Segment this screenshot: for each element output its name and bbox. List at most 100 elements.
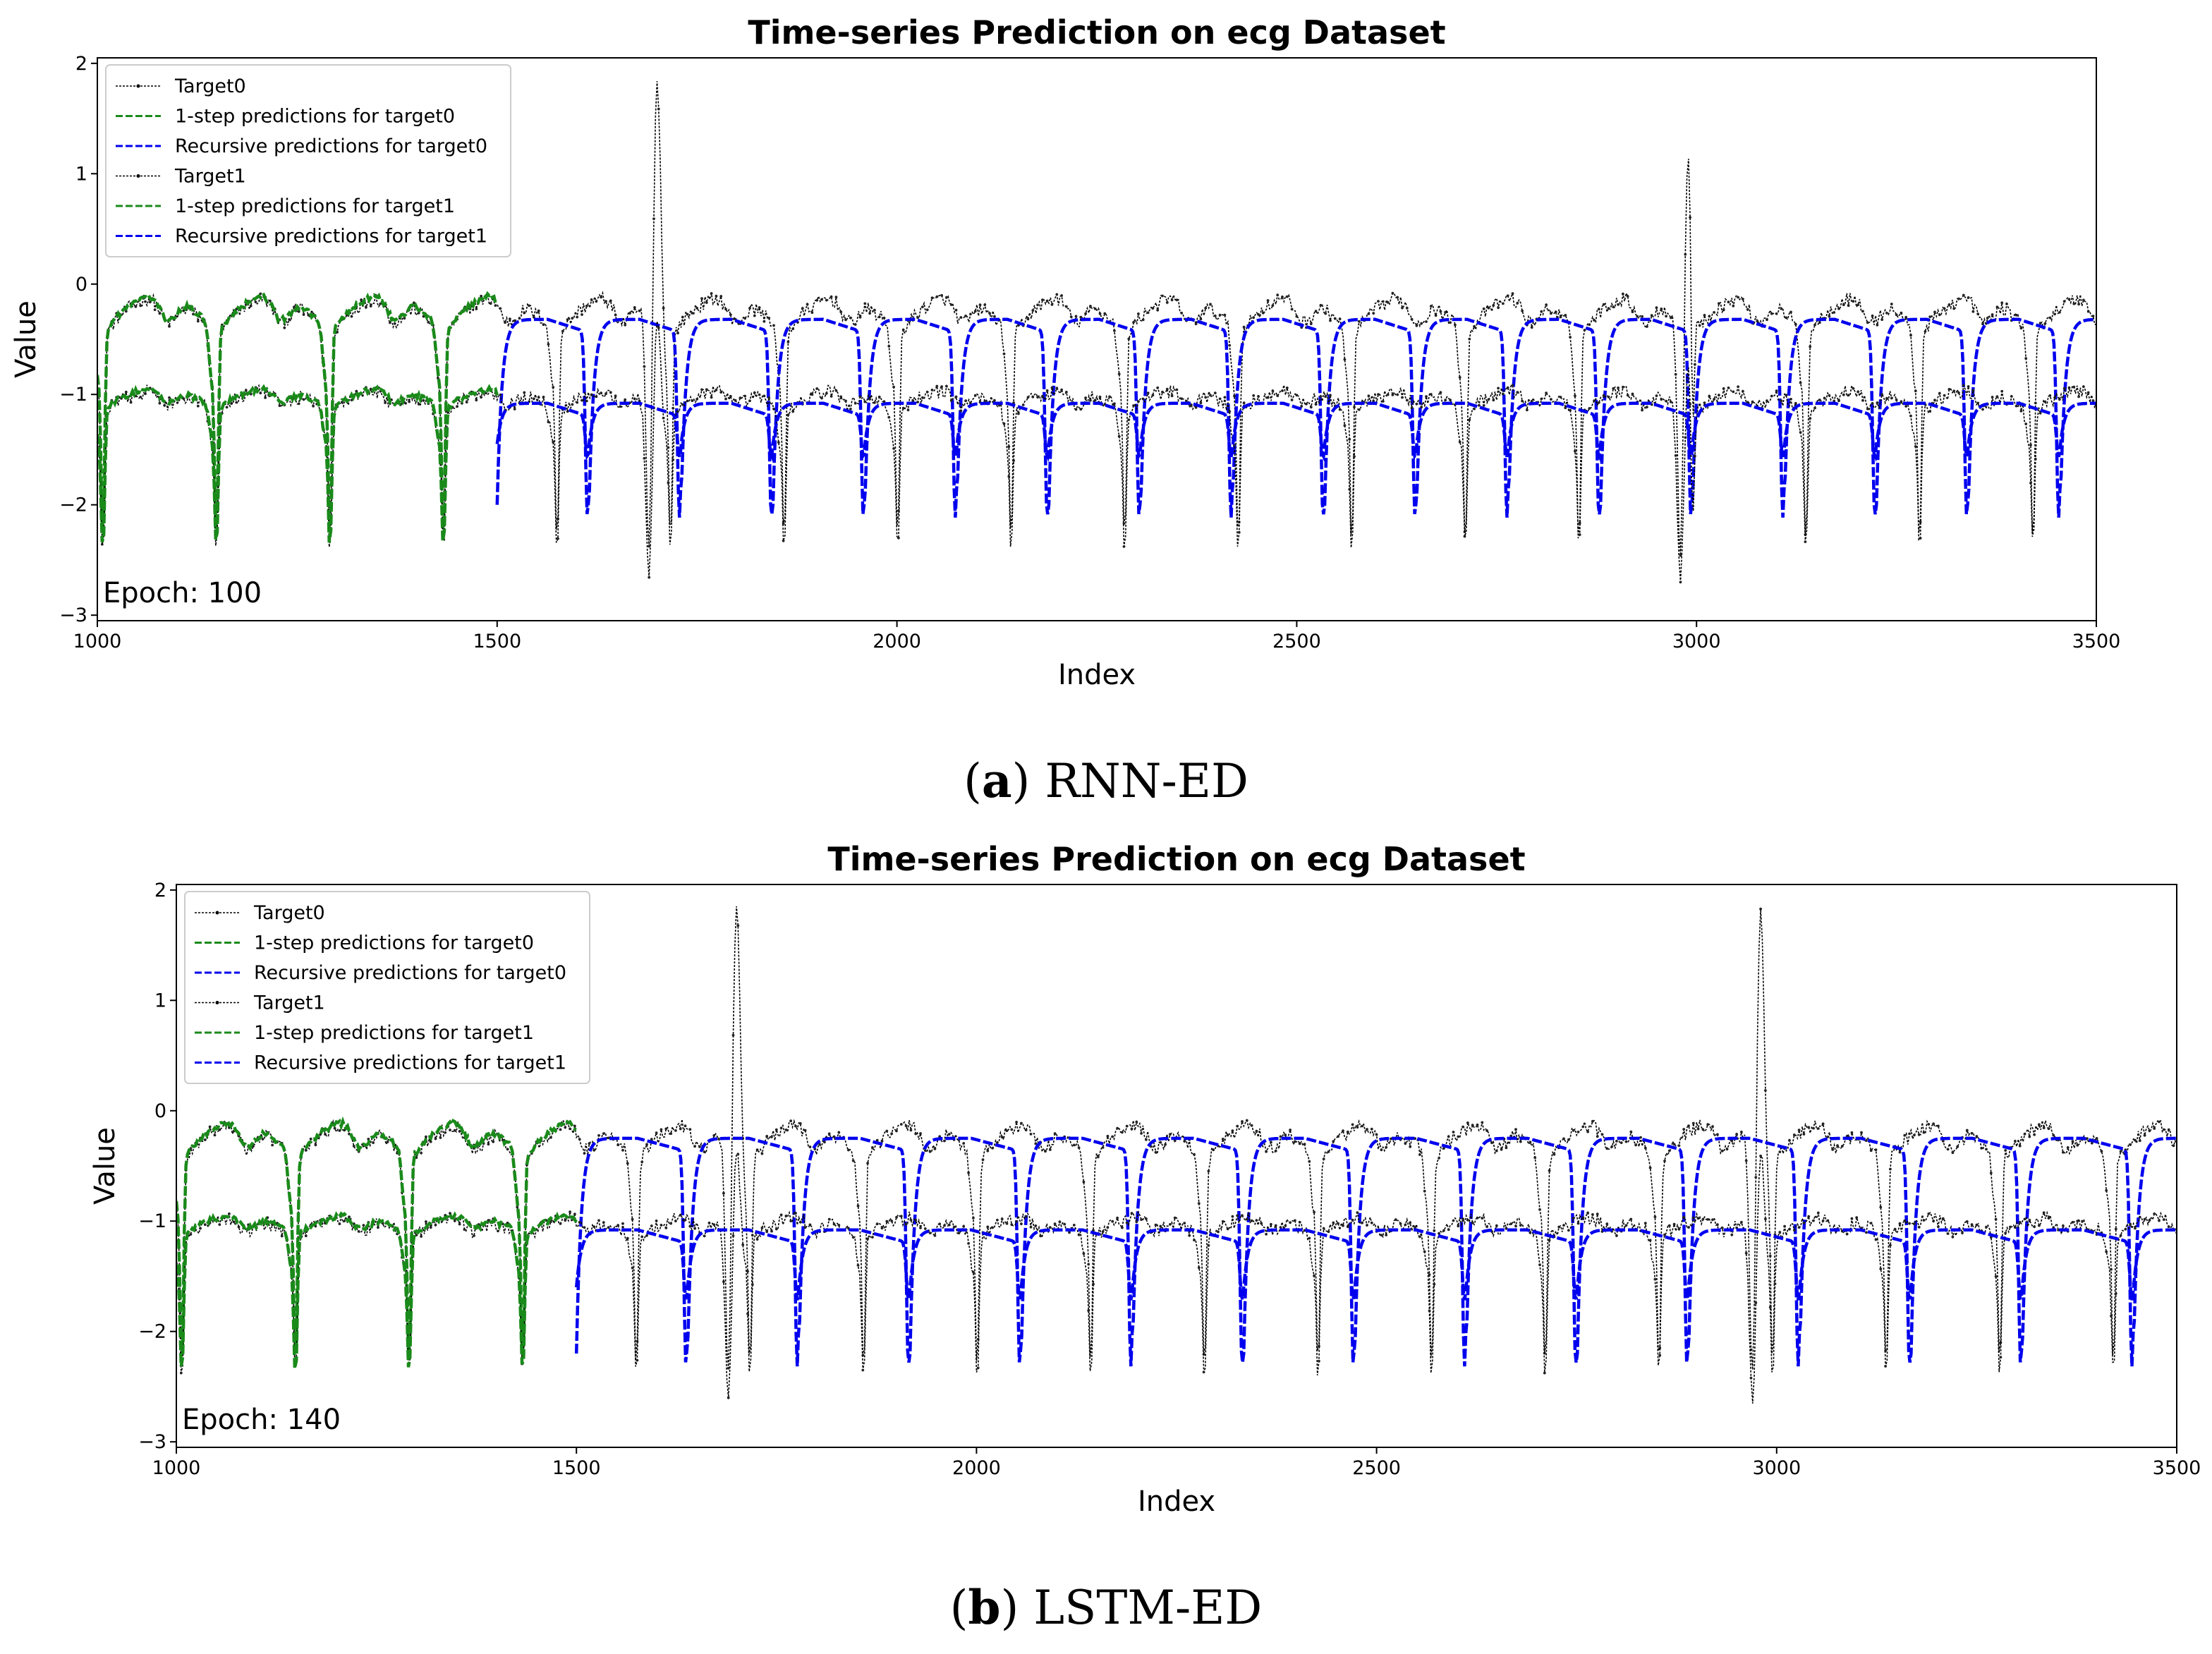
data-point xyxy=(179,1371,183,1375)
epoch-annotation: Epoch: 140 xyxy=(182,1404,341,1436)
data-point xyxy=(134,305,138,308)
data-point xyxy=(1631,392,1634,396)
data-point xyxy=(810,393,814,396)
data-point xyxy=(2082,298,2085,302)
data-point xyxy=(475,308,478,310)
data-point xyxy=(1401,396,1404,399)
data-point xyxy=(1252,316,1256,319)
legend-label: Target1 xyxy=(253,992,325,1014)
data-point xyxy=(1677,1144,1681,1148)
data-point xyxy=(2148,1129,2151,1133)
data-point xyxy=(1396,296,1399,299)
data-point xyxy=(1438,1157,1440,1160)
data-point xyxy=(1917,1133,1921,1136)
data-point xyxy=(2158,1120,2161,1124)
data-point xyxy=(449,1212,451,1215)
data-point xyxy=(1492,399,1495,402)
data-point xyxy=(1641,315,1644,318)
data-point xyxy=(1890,303,1893,305)
data-point xyxy=(801,307,804,310)
data-point xyxy=(899,1215,903,1218)
data-point xyxy=(1170,394,1174,398)
axes-frame xyxy=(176,884,2177,1448)
data-point xyxy=(1005,1129,1009,1132)
data-point xyxy=(1720,1226,1724,1229)
data-point xyxy=(427,321,430,324)
data-point xyxy=(576,401,579,404)
data-point xyxy=(1332,1221,1335,1224)
data-point xyxy=(1670,401,1672,403)
data-point xyxy=(158,401,162,405)
data-point xyxy=(1209,303,1212,306)
data-point xyxy=(866,1237,869,1241)
data-point xyxy=(1976,312,1980,315)
data-point xyxy=(304,1149,308,1152)
data-point xyxy=(571,403,574,406)
data-point xyxy=(1458,376,1462,379)
legend-label: Target1 xyxy=(174,166,246,188)
data-point xyxy=(2028,1135,2031,1138)
data-point xyxy=(1223,396,1227,399)
data-point xyxy=(1394,1218,1397,1222)
data-point xyxy=(1629,1130,1633,1133)
data-point xyxy=(767,317,771,320)
data-point xyxy=(952,1226,956,1229)
data-point xyxy=(1000,1217,1004,1220)
data-point xyxy=(1228,343,1232,347)
data-point xyxy=(1890,396,1893,400)
y-tick-label: −2 xyxy=(59,494,87,516)
data-point xyxy=(631,1266,634,1270)
data-point xyxy=(1433,1282,1436,1286)
data-point xyxy=(882,316,886,320)
data-point xyxy=(2024,422,2028,425)
data-point xyxy=(1281,296,1284,298)
data-point xyxy=(2153,1127,2156,1130)
data-point xyxy=(1098,312,1102,315)
data-point xyxy=(1241,1120,1244,1123)
data-point xyxy=(2071,1140,2074,1143)
data-point xyxy=(724,397,727,401)
data-point xyxy=(657,107,660,111)
data-point xyxy=(1255,1129,1258,1133)
y-tick-label: 0 xyxy=(154,1100,166,1122)
data-point xyxy=(1463,535,1466,538)
data-point xyxy=(1550,398,1552,401)
data-point xyxy=(1425,320,1428,323)
data-point xyxy=(2110,1267,2113,1271)
data-point xyxy=(2134,1138,2137,1142)
x-tick-label: 1500 xyxy=(473,631,521,652)
data-point xyxy=(1108,395,1111,399)
data-point xyxy=(851,1236,855,1239)
data-point xyxy=(1068,1231,1071,1234)
data-point xyxy=(1591,1213,1594,1216)
data-point xyxy=(437,377,439,379)
data-point xyxy=(2086,310,2090,313)
data-point xyxy=(1265,1232,1268,1236)
data-point xyxy=(760,1152,764,1155)
data-point xyxy=(269,299,272,303)
data-point xyxy=(1876,324,1879,327)
data-point xyxy=(858,395,862,399)
data-point xyxy=(750,1234,754,1237)
data-point xyxy=(1917,1226,1921,1229)
data-point xyxy=(1137,312,1140,315)
chart-lstm-ed: Time-series Prediction on ecg Dataset 100… xyxy=(89,840,2201,1518)
data-point xyxy=(1250,1124,1253,1127)
data-point xyxy=(1279,1135,1282,1138)
data-point xyxy=(1170,298,1174,302)
data-point xyxy=(724,308,727,311)
data-point xyxy=(1696,1127,1700,1131)
data-point xyxy=(1913,1222,1916,1226)
data-point xyxy=(1703,401,1706,404)
data-point xyxy=(1281,389,1284,392)
data-point xyxy=(679,1127,682,1131)
data-point xyxy=(1516,391,1519,394)
data-point xyxy=(2105,1189,2108,1192)
data-point xyxy=(1495,1224,1498,1227)
data-point xyxy=(991,1146,994,1150)
data-point xyxy=(923,1149,927,1152)
data-point xyxy=(1951,1151,1955,1155)
data-point xyxy=(1802,1222,1806,1224)
data-point xyxy=(851,1159,855,1162)
data-point xyxy=(497,1229,499,1233)
